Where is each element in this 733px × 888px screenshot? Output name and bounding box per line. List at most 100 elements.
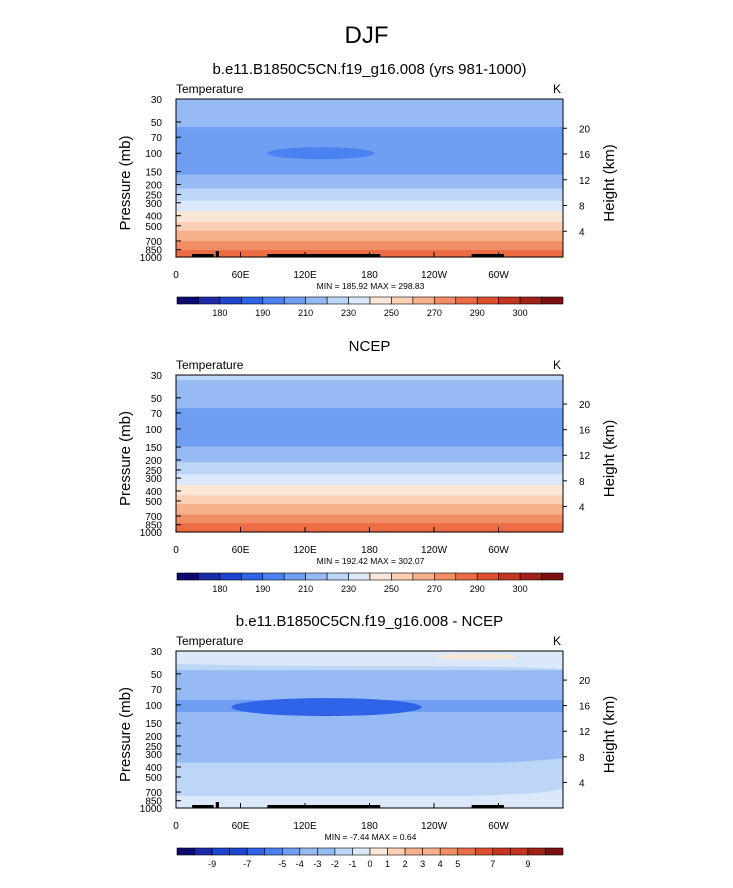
- model-lon-tick-label: 180: [361, 270, 378, 281]
- obs-field-band: [176, 514, 563, 517]
- diff-pressure-tick-label: 150: [145, 719, 162, 730]
- model-lon-tick-label: 0: [173, 270, 179, 281]
- obs-height-tick-label: 16: [579, 426, 591, 437]
- model-field-band: [176, 162, 563, 165]
- obs-field-band: [176, 453, 563, 456]
- diff-field-band: [176, 752, 563, 755]
- model-colorbar-box: [412, 296, 435, 305]
- obs-colorbar-box: [305, 572, 328, 581]
- diff-lon-tick-label: 120W: [421, 821, 448, 832]
- obs-field-band: [176, 432, 563, 435]
- obs-pressure-tick-label: 700: [145, 512, 162, 523]
- diff-colorbar-box: [299, 847, 318, 856]
- model-height-tick-label: 12: [579, 176, 591, 187]
- obs-field-band: [176, 516, 563, 519]
- obs-colorbar-box: [412, 572, 435, 581]
- model-pressure-tick-label: 850: [145, 246, 162, 257]
- model-field-band: [176, 116, 563, 119]
- model-colorbar-box: [305, 296, 328, 305]
- diff-topography: [471, 805, 504, 808]
- obs-height-tick-label: 8: [579, 477, 585, 488]
- diff-field-band: [176, 732, 563, 736]
- diff-colorbar-box: [352, 847, 371, 856]
- obs-field-band: [176, 402, 563, 406]
- diff-field-band: [176, 694, 563, 697]
- obs-field-band: [176, 387, 563, 390]
- model-field-band: [176, 120, 563, 123]
- model-field-band: [176, 156, 563, 160]
- diff-height-tick-label: 20: [579, 676, 591, 687]
- model-field-band: [176, 148, 563, 151]
- obs-field-band: [176, 505, 563, 509]
- model-colorbar-label: 210: [298, 308, 313, 318]
- diff-field-band: [176, 685, 563, 689]
- model-field-band: [176, 146, 563, 149]
- obs-height-tick-label: 4: [579, 502, 585, 513]
- model-panel-title: b.e11.B1850C5CN.f19_g16.008 (yrs 981-100…: [212, 61, 526, 78]
- obs-field-band: [176, 375, 563, 378]
- diff-lon-tick-label: 120E: [293, 821, 317, 832]
- obs-field-band: [176, 443, 563, 446]
- model-field-band: [176, 244, 563, 248]
- model-pressure-tick-label: 100: [145, 149, 162, 160]
- obs-pressure-tick-label: 30: [151, 371, 163, 382]
- model-field-band: [176, 204, 563, 207]
- model-field-band: [176, 114, 563, 118]
- diff-field-band: [176, 766, 563, 769]
- obs-field-band: [176, 488, 563, 491]
- model-field-band: [176, 188, 563, 191]
- diff-colorbar-box: [176, 847, 195, 856]
- obs-field-band: [176, 504, 563, 507]
- model-field-band: [176, 109, 563, 112]
- obs-field-band: [176, 518, 563, 521]
- model-y2-axis-label: Height (km): [601, 144, 618, 222]
- model-field-band: [176, 113, 563, 116]
- diff-field-band: [176, 759, 563, 762]
- obs-field-band: [176, 491, 563, 495]
- obs-field-band: [176, 399, 563, 402]
- obs-field-band: [176, 463, 563, 467]
- obs-field-band: [176, 455, 563, 458]
- model-pressure-tick-label: 700: [145, 237, 162, 248]
- obs-field-band: [176, 434, 563, 437]
- obs-pressure-tick-label: 100: [145, 425, 162, 436]
- model-lon-tick-label: 120W: [421, 270, 448, 281]
- model-field-band: [176, 192, 563, 195]
- model-field-band: [176, 195, 563, 198]
- model-colorbar-box: [348, 296, 371, 305]
- obs-field-band: [176, 406, 563, 409]
- model-pressure-tick-label: 250: [145, 191, 162, 202]
- obs-field-band: [176, 394, 563, 397]
- figure-title: DJF: [344, 22, 389, 49]
- diff-y2-axis-label: Height (km): [601, 696, 618, 774]
- model-field-band: [176, 214, 563, 218]
- obs-lon-tick-label: 60W: [488, 545, 509, 556]
- obs-field-band: [176, 507, 563, 510]
- model-field-band: [176, 216, 563, 219]
- obs-field-band: [176, 511, 563, 514]
- model-field-band: [176, 235, 563, 239]
- model-colorbar-label: 180: [212, 308, 227, 318]
- obs-units-label: K: [553, 358, 561, 372]
- diff-field-band: [176, 762, 563, 765]
- diff-field-band: [176, 764, 563, 767]
- model-colorbar-label: 250: [384, 308, 399, 318]
- model-height-tick-label: 16: [579, 150, 591, 161]
- diff-pressure-tick-label: 300: [145, 750, 162, 761]
- obs-colorbar-box: [434, 572, 457, 581]
- obs-colorbar-label: 290: [470, 584, 485, 594]
- model-colorbar-box: [369, 296, 392, 305]
- obs-field-band: [176, 420, 563, 423]
- obs-field-band: [176, 388, 563, 392]
- obs-field-band: [176, 512, 563, 516]
- obs-field-band: [176, 469, 563, 472]
- model-field-band: [176, 160, 563, 163]
- obs-field-band: [176, 418, 563, 421]
- diff-colorbar-label: 1: [385, 859, 390, 869]
- diff-field-band: [176, 738, 563, 741]
- obs-lon-tick-label: 180: [361, 545, 378, 556]
- obs-field-band: [176, 509, 563, 512]
- obs-field-band: [176, 436, 563, 439]
- diff-lon-tick-label: 180: [361, 821, 378, 832]
- diff-colorbar-label: 5: [455, 859, 460, 869]
